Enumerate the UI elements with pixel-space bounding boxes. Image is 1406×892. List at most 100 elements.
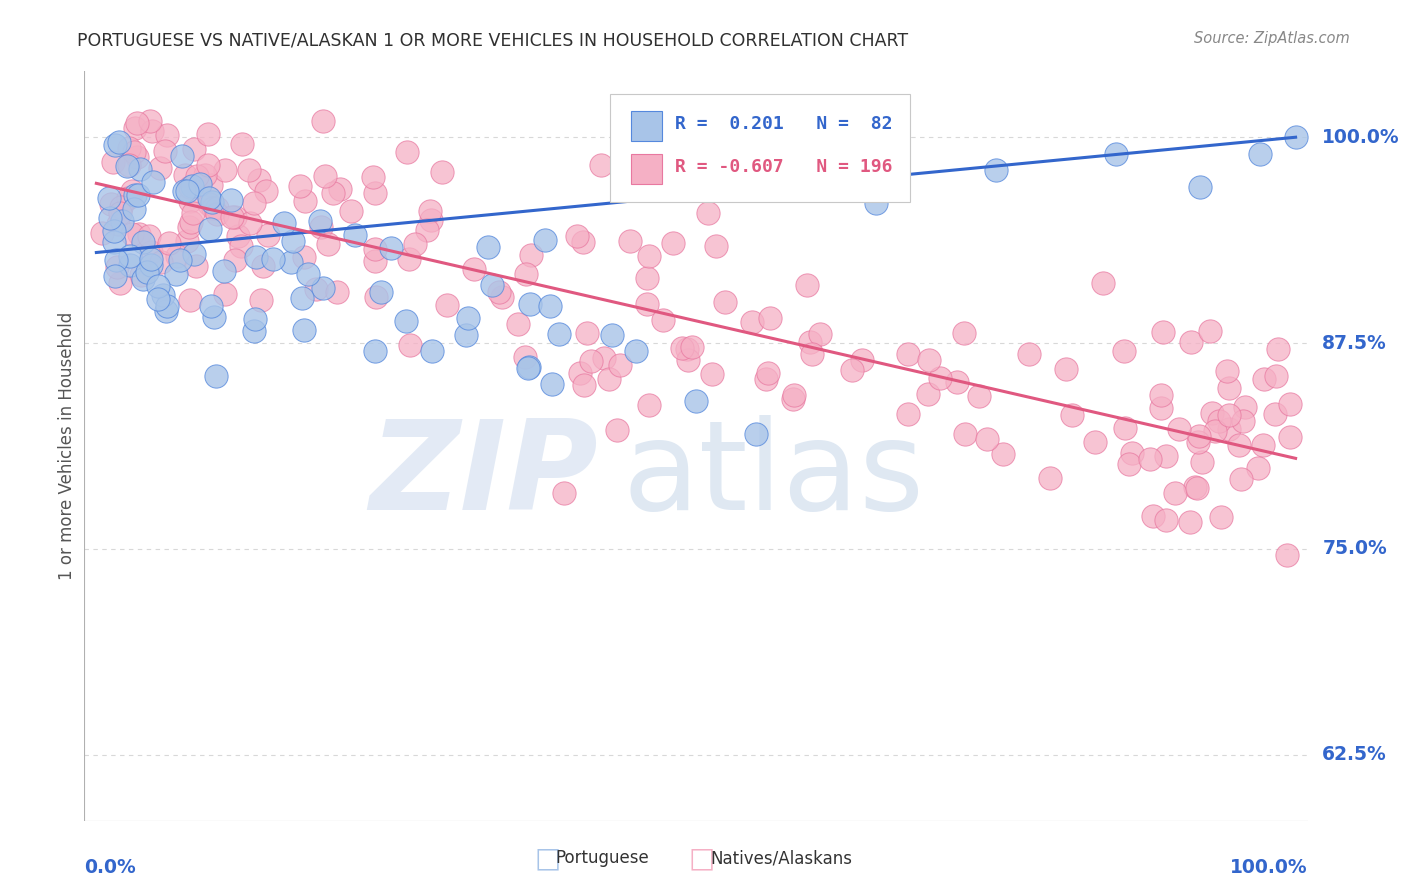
Point <box>170 149 193 163</box>
Point <box>90 227 112 241</box>
Point <box>671 341 693 355</box>
Point <box>247 172 270 186</box>
Point <box>108 136 131 150</box>
Point <box>1178 515 1201 529</box>
Point <box>138 229 160 244</box>
Point <box>292 323 315 337</box>
Point <box>128 227 150 241</box>
Point <box>783 388 806 402</box>
Y-axis label: 1 or more Vehicles in Household: 1 or more Vehicles in Household <box>58 312 76 580</box>
Point <box>224 252 246 267</box>
Point <box>115 159 138 173</box>
Point <box>1249 146 1271 161</box>
Point <box>183 143 205 157</box>
Point <box>593 351 616 365</box>
Point <box>157 236 180 251</box>
Point <box>758 366 780 380</box>
Point <box>1152 325 1174 339</box>
Point <box>1264 408 1286 422</box>
Point <box>491 290 513 304</box>
Point <box>194 168 217 182</box>
Point <box>799 335 821 350</box>
Point <box>430 165 453 179</box>
Point <box>398 337 420 351</box>
Point <box>1150 401 1173 415</box>
Point <box>782 392 804 407</box>
Point <box>316 237 339 252</box>
Point <box>292 250 315 264</box>
Point <box>262 252 284 267</box>
Point <box>1275 548 1298 562</box>
Point <box>897 347 920 361</box>
Point <box>291 291 314 305</box>
Point <box>1264 368 1286 383</box>
Point <box>755 372 778 386</box>
Point <box>183 247 205 261</box>
Point <box>243 195 266 210</box>
Point <box>122 202 145 217</box>
Point <box>214 287 236 301</box>
Point <box>290 178 312 193</box>
Point <box>148 161 170 175</box>
Point <box>638 249 661 263</box>
Point <box>1154 449 1177 463</box>
Point <box>169 252 191 267</box>
Point <box>364 344 387 359</box>
Point <box>214 163 236 178</box>
Point <box>205 206 228 220</box>
Point <box>1188 429 1211 443</box>
Point <box>103 235 125 249</box>
Text: ZIP: ZIP <box>370 416 598 536</box>
Point <box>176 185 198 199</box>
Point <box>108 276 131 290</box>
Point <box>254 184 277 198</box>
Point <box>865 196 887 211</box>
Point <box>181 179 204 194</box>
Point <box>132 271 155 285</box>
Point <box>541 377 564 392</box>
Point <box>681 341 703 355</box>
Point <box>945 375 967 389</box>
Point <box>238 162 260 177</box>
Point <box>609 358 631 372</box>
Point <box>1218 422 1240 436</box>
Point <box>139 113 162 128</box>
Point <box>1180 335 1202 350</box>
Point <box>104 253 127 268</box>
Point <box>364 254 387 268</box>
Point <box>173 184 195 198</box>
Point <box>361 170 384 185</box>
Point <box>993 447 1015 461</box>
Point <box>149 254 172 268</box>
Point <box>322 186 344 200</box>
Point <box>231 136 253 151</box>
Point <box>1230 472 1253 486</box>
Point <box>201 201 224 215</box>
Point <box>165 267 187 281</box>
Point <box>155 304 177 318</box>
Point <box>200 178 222 193</box>
Point <box>141 258 163 272</box>
Point <box>841 363 863 377</box>
Point <box>311 281 333 295</box>
Point <box>713 295 735 310</box>
Point <box>179 180 201 194</box>
Point <box>111 214 134 228</box>
Point <box>576 326 599 341</box>
Point <box>1168 422 1191 436</box>
Point <box>129 268 152 282</box>
Point <box>420 344 443 359</box>
Text: R =  0.201   N =  82: R = 0.201 N = 82 <box>675 115 893 133</box>
Point <box>221 211 243 225</box>
Point <box>851 352 873 367</box>
Point <box>538 299 561 313</box>
Point <box>179 220 201 235</box>
Point <box>1188 179 1211 194</box>
Point <box>245 251 267 265</box>
Point <box>98 191 121 205</box>
Point <box>197 127 219 141</box>
Point <box>131 235 153 250</box>
Point <box>676 342 699 356</box>
Point <box>205 369 228 384</box>
Point <box>481 278 503 293</box>
